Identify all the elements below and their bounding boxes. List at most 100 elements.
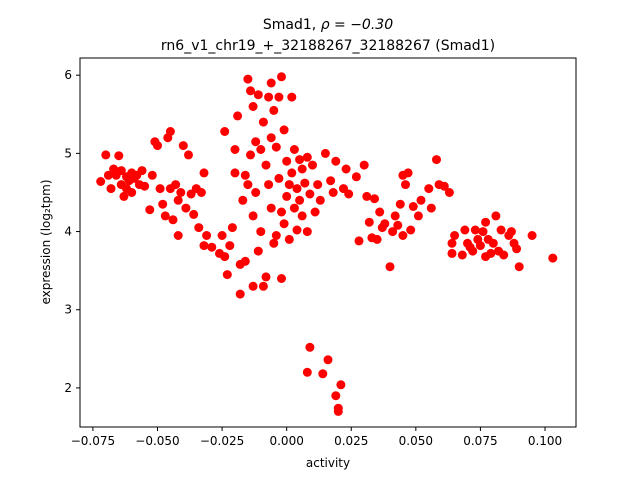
data-point	[181, 203, 191, 213]
data-point	[426, 203, 436, 213]
data-point	[447, 248, 457, 258]
data-point	[233, 111, 243, 121]
data-point	[199, 241, 209, 251]
data-point	[137, 166, 147, 176]
data-point	[176, 188, 186, 197]
data-point	[460, 225, 470, 235]
data-point	[506, 227, 516, 237]
data-point	[258, 117, 268, 127]
data-point	[184, 150, 193, 160]
data-point	[277, 207, 286, 217]
data-point	[315, 195, 325, 205]
data-point	[323, 355, 333, 365]
x-tick-label: −0.050	[135, 434, 179, 448]
data-point	[475, 241, 485, 251]
data-point	[336, 380, 346, 390]
data-point	[271, 142, 281, 152]
data-point	[246, 150, 255, 160]
data-point	[496, 225, 506, 235]
data-point	[230, 145, 240, 154]
data-point	[248, 102, 258, 111]
data-point	[264, 180, 274, 190]
data-point	[481, 217, 491, 227]
data-point	[251, 188, 261, 197]
x-axis-ticks: −0.075 −0.050 −0.025 0.000 0.025 0.050 0.075 0.…	[71, 427, 562, 448]
data-point	[202, 231, 212, 240]
data-point	[101, 150, 111, 160]
data-point	[189, 209, 199, 219]
data-point	[251, 137, 261, 147]
data-point	[305, 342, 315, 352]
data-point	[297, 211, 307, 221]
data-point	[468, 246, 478, 256]
data-point	[388, 227, 398, 237]
data-point	[364, 217, 374, 227]
y-tick-label: 6	[64, 68, 72, 82]
data-point	[258, 281, 268, 291]
data-point	[168, 215, 178, 225]
data-point	[385, 262, 395, 272]
data-point	[196, 188, 206, 197]
y-axis-ticks: 2 3 4 5 6	[64, 68, 80, 395]
data-point	[390, 211, 400, 221]
data-point	[289, 145, 299, 154]
data-point	[439, 181, 449, 191]
data-point	[243, 74, 253, 84]
data-point	[305, 189, 315, 199]
plot-area	[80, 58, 576, 427]
data-point	[261, 160, 271, 170]
data-point	[302, 227, 312, 237]
data-point	[127, 188, 137, 197]
data-point	[240, 170, 250, 180]
y-tick-label: 3	[64, 303, 72, 317]
data-point	[230, 168, 240, 178]
data-point	[331, 156, 341, 166]
data-point	[284, 180, 294, 190]
y-axis-label: expression (log₂tpm)	[39, 179, 53, 304]
data-point	[158, 199, 168, 209]
data-point	[292, 184, 302, 194]
data-point	[217, 231, 227, 240]
data-point	[457, 250, 467, 260]
data-point	[199, 168, 209, 178]
data-point	[318, 369, 328, 379]
data-point	[302, 367, 312, 377]
data-point	[486, 248, 496, 258]
data-point	[282, 156, 292, 166]
data-point	[264, 92, 274, 102]
data-point	[277, 274, 286, 283]
data-point	[171, 180, 181, 190]
x-tick-label: 0.050	[399, 434, 433, 448]
chart-title-line2: rn6_v1_chr19_+_32188267_32188267 (Smad1)	[161, 38, 495, 54]
data-point	[173, 231, 183, 240]
data-point	[432, 155, 441, 165]
data-point	[243, 180, 253, 190]
data-point	[222, 270, 232, 280]
data-point	[375, 207, 385, 217]
x-tick-label: 0.075	[463, 434, 497, 448]
data-point	[333, 406, 343, 416]
data-point	[292, 225, 302, 235]
data-point	[261, 272, 271, 282]
data-point	[447, 238, 457, 248]
data-point	[341, 164, 351, 174]
data-point	[279, 125, 289, 135]
data-point	[398, 231, 408, 240]
data-point	[491, 211, 501, 221]
data-point	[287, 168, 297, 178]
data-point	[256, 227, 266, 237]
data-point	[194, 223, 204, 233]
data-point	[548, 253, 558, 263]
data-point	[119, 191, 129, 201]
data-point	[106, 184, 116, 194]
data-point	[235, 289, 245, 299]
data-point	[207, 242, 217, 252]
data-point	[450, 231, 460, 240]
data-point	[444, 188, 454, 197]
data-point	[220, 127, 230, 136]
data-point	[514, 262, 524, 272]
chart-title-line1: Smad1, ρ = −0.30	[263, 17, 393, 33]
data-point	[238, 195, 248, 205]
data-point	[269, 105, 279, 115]
